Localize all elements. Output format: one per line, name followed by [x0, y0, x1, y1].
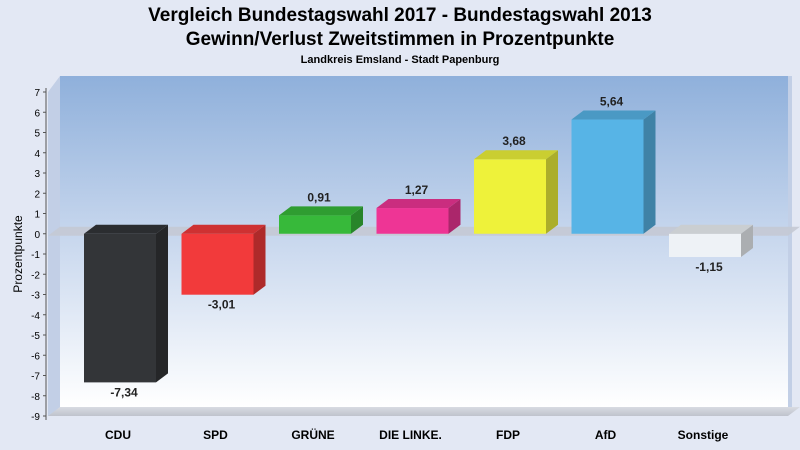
bar-die-linke [376, 199, 461, 234]
y-axis-label: Prozentpunkte [11, 215, 25, 293]
bar-sonstige [669, 224, 753, 258]
bar-top [669, 224, 753, 234]
bar-side [546, 150, 558, 234]
y-tick-label: -5 [31, 331, 40, 342]
x-category-label: DIE LINKE. [379, 428, 442, 442]
bar-side [156, 224, 168, 383]
y-tick-label: 3 [34, 169, 40, 180]
bar-value-label: 5,64 [600, 95, 624, 109]
bar-top [84, 224, 168, 234]
chart-title: Vergleich Bundestagswahl 2017 - Bundesta… [148, 5, 652, 26]
bar-front [84, 233, 156, 383]
bar-side [351, 206, 363, 234]
plot-background [60, 76, 788, 407]
plot-floor [48, 407, 800, 416]
bar-value-label: 3,68 [502, 134, 526, 148]
x-category-label: Sonstige [678, 428, 729, 442]
bar-front [376, 208, 449, 234]
y-tick-label: -3 [31, 291, 40, 302]
bar-top [571, 110, 656, 120]
bar-top [376, 199, 461, 209]
y-tick-label: -7 [31, 372, 40, 383]
chart-subtitle: Gewinn/Verlust Zweitstimmen in Prozentpu… [185, 29, 615, 50]
bar-value-label: 1,27 [405, 183, 429, 197]
bar-side [643, 110, 656, 234]
y-tick-label: 0 [34, 230, 40, 241]
bar-top [279, 206, 363, 216]
bar-front [181, 233, 254, 295]
y-tick-label: -8 [31, 392, 40, 403]
y-tick-label: 4 [34, 149, 40, 160]
y-tick-label: 6 [34, 108, 40, 119]
x-category-label: CDU [105, 428, 131, 442]
bar-spd [181, 224, 266, 295]
y-tick-label: -6 [31, 351, 40, 362]
bar-value-label: -3,01 [208, 298, 236, 312]
y-tick-label: -2 [31, 270, 40, 281]
y-tick-label: 2 [34, 189, 40, 200]
x-category-label: GRÜNE [291, 427, 334, 442]
x-category-label: SPD [203, 428, 228, 442]
bar-front [571, 119, 644, 234]
x-category-label: FDP [496, 428, 520, 442]
chart-location-subtitle: Landkreis Emsland - Stadt Papenburg [300, 54, 500, 66]
bar-side [448, 199, 461, 234]
y-tick-label: 5 [34, 129, 40, 140]
bar-cdu [84, 224, 168, 383]
bar-front [474, 159, 546, 234]
bar-side [741, 224, 753, 258]
y-tick-label: -1 [31, 250, 40, 261]
bar-value-label: -7,34 [110, 385, 138, 399]
bar-value-label: 0,91 [307, 190, 331, 204]
bar-grüne [279, 206, 363, 234]
bar-side [253, 224, 266, 295]
y-tick-label: -4 [31, 311, 40, 322]
y-tick-label: -9 [31, 412, 40, 423]
bar-fdp [474, 150, 558, 234]
bar-afd [571, 110, 656, 234]
x-category-label: AfD [595, 428, 617, 442]
y-tick-label: 7 [34, 88, 40, 99]
bar-front [669, 233, 741, 258]
bar-top [181, 224, 266, 234]
y-tick-label: 1 [34, 210, 40, 221]
bar-front [279, 215, 351, 234]
bar-value-label: -1,15 [695, 260, 723, 274]
bar-top [474, 150, 558, 160]
